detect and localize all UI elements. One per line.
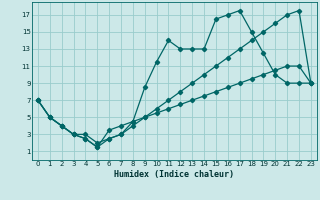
X-axis label: Humidex (Indice chaleur): Humidex (Indice chaleur) [115, 170, 234, 179]
